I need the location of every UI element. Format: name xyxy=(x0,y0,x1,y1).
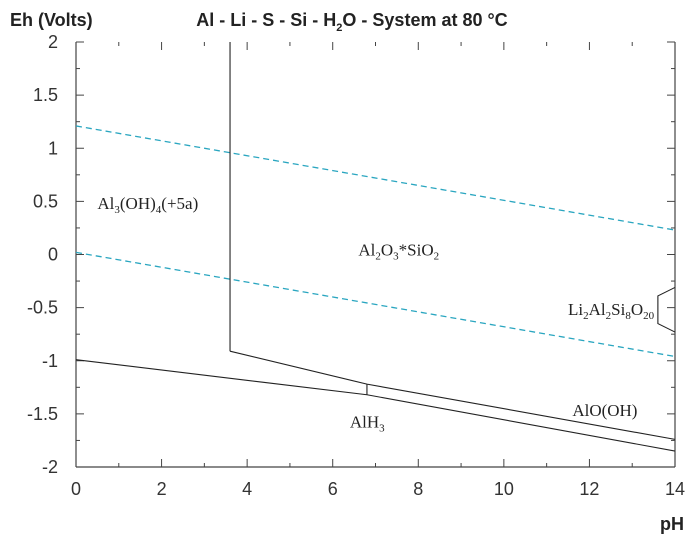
label-part: (OH) xyxy=(120,194,156,213)
label-part: AlO(OH) xyxy=(572,401,637,420)
label-part: 2 xyxy=(375,251,381,263)
y-tick-label: -1 xyxy=(42,351,58,371)
label-part: 20 xyxy=(643,310,655,322)
region-labels: Al3(OH)4(+5a)Al2O3*SiO2Li2Al2Si8O20AlO(O… xyxy=(97,194,654,435)
label-part: 3 xyxy=(379,423,385,435)
title-part: O - System at 80 °C xyxy=(342,10,507,30)
y-tick-label: 1 xyxy=(48,138,58,158)
boundary-li-region xyxy=(657,286,676,333)
region-label-alh3: AlH3 xyxy=(350,413,385,435)
label-part: 8 xyxy=(625,310,631,322)
label-part: 2 xyxy=(583,310,589,322)
y-axis-label: Eh (Volts) xyxy=(10,10,93,30)
x-tick-label: 6 xyxy=(328,479,338,499)
label-part: O xyxy=(631,300,643,319)
label-part: Li xyxy=(568,300,583,319)
x-tick-label: 4 xyxy=(242,479,252,499)
label-part: Al xyxy=(358,241,375,260)
phase-boundaries xyxy=(75,42,676,452)
label-part: Si xyxy=(611,300,625,319)
label-part: 3 xyxy=(114,204,120,216)
y-tick-labels: 2 1.5 1 0.5 0 -0.5 -1 -1.5 -2 xyxy=(27,32,58,477)
x-tick-labels: 0 2 4 6 8 10 12 14 xyxy=(71,479,685,499)
water-stability-lines xyxy=(75,125,676,358)
water-line-upper xyxy=(75,125,676,231)
y-tick-label: 1.5 xyxy=(33,85,58,105)
label-part: Al xyxy=(589,300,606,319)
x-tick-label: 10 xyxy=(494,479,514,499)
title-part: Al - Li - S - Si - H xyxy=(196,10,336,30)
label-part: 4 xyxy=(156,204,162,216)
y-tick-label: 0.5 xyxy=(33,191,58,211)
label-part: *SiO xyxy=(399,241,434,260)
y-tick-label: -2 xyxy=(42,457,58,477)
y-tick-label: -0.5 xyxy=(27,298,58,318)
title-part: 2 xyxy=(336,22,342,34)
label-part: O xyxy=(381,241,393,260)
region-label-li2al2si8o20: Li2Al2Si8O20 xyxy=(568,300,655,322)
y-tick-label: 2 xyxy=(48,32,58,52)
y-tick-label: 0 xyxy=(48,245,58,265)
x-tick-label: 12 xyxy=(579,479,599,499)
x-tick-label: 14 xyxy=(665,479,685,499)
region-label-al2o3sio2: Al2O3*SiO2 xyxy=(358,241,439,263)
region-label-al3oh4: Al3(OH)4(+5a) xyxy=(97,194,198,216)
label-part: Al xyxy=(97,194,114,213)
water-line-lower xyxy=(75,251,676,358)
region-label-aloh: AlO(OH) xyxy=(572,401,637,420)
y-tick-label: -1.5 xyxy=(27,404,58,424)
label-part: (+5a) xyxy=(161,194,198,213)
x-axis-label: pH xyxy=(660,514,684,534)
x-tick-label: 0 xyxy=(71,479,81,499)
label-part: 3 xyxy=(393,251,399,263)
label-part: AlH xyxy=(350,413,379,432)
x-tick-label: 2 xyxy=(157,479,167,499)
boundary-al2o3-lower xyxy=(229,350,676,440)
x-tick-label: 8 xyxy=(413,479,423,499)
label-part: 2 xyxy=(606,310,612,322)
chart-title: Al - Li - S - Si - H2O - System at 80 °C xyxy=(196,10,507,34)
label-part: 2 xyxy=(434,251,440,263)
